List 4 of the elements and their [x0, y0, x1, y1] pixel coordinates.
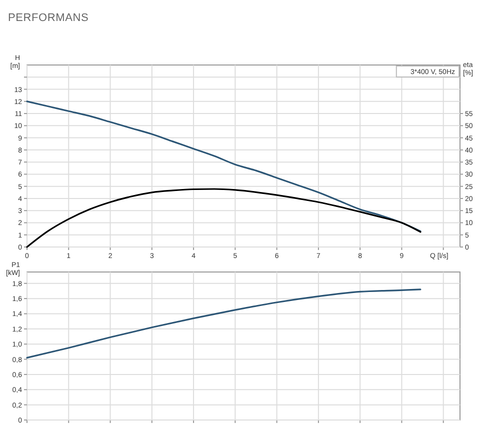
chart-title: PERFORMANS [8, 12, 89, 24]
line-series [26, 188, 422, 248]
line-series [26, 100, 422, 232]
line-series [26, 288, 422, 359]
